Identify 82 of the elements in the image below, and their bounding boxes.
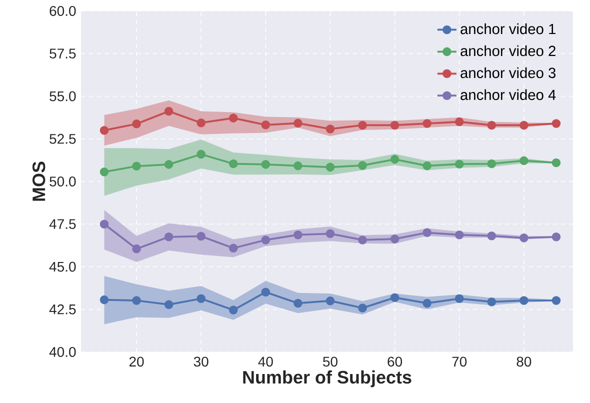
point: [358, 120, 367, 130]
point: [520, 296, 528, 305]
point: [228, 114, 238, 122]
point: [390, 154, 400, 164]
point: [196, 118, 206, 128]
point: [390, 293, 400, 302]
point: [326, 229, 335, 238]
point: [261, 120, 270, 130]
point: [422, 119, 432, 128]
y-tick-label: 40.0: [49, 347, 76, 357]
point: [228, 159, 238, 168]
y-tick-label: 42.5: [49, 304, 76, 314]
y-tick-label: 60.0: [50, 6, 76, 16]
x-tick-label: 30: [194, 356, 208, 367]
point: [552, 232, 561, 242]
point: [196, 232, 206, 241]
point: [422, 298, 432, 308]
point: [454, 117, 464, 126]
point: [422, 161, 432, 170]
x-tick-label: 50: [323, 356, 338, 367]
y-tick-label: 50.0: [50, 176, 76, 186]
point: [196, 294, 206, 304]
point: [454, 294, 464, 304]
point: [520, 120, 528, 130]
point: [390, 234, 400, 244]
point: [100, 126, 109, 135]
point: [358, 236, 367, 244]
y-tick-label: 57.5: [50, 48, 76, 59]
y-axis-title: MOS: [32, 162, 46, 201]
point: [261, 288, 270, 297]
y-tick-label: 45.0: [49, 262, 76, 272]
y-tick-label: 47.5: [49, 219, 76, 230]
point: [552, 296, 561, 305]
point: [552, 119, 561, 128]
point: [294, 230, 302, 240]
legend-label: anchor video 1: [460, 23, 556, 34]
point: [261, 236, 270, 244]
legend-label: anchor video 4: [460, 89, 556, 100]
point: [228, 306, 238, 314]
point: [326, 296, 335, 306]
x-tick-label: 60: [388, 356, 402, 367]
point: [196, 150, 206, 159]
legend-label: anchor video 2: [460, 45, 556, 56]
y-tick-label: 52.5: [50, 134, 76, 144]
point: [326, 124, 335, 134]
point: [164, 300, 174, 309]
x-axis-title: Number of Subjects: [243, 370, 412, 388]
point: [294, 118, 302, 128]
point: [132, 119, 141, 128]
point: [100, 295, 109, 304]
point: [164, 106, 174, 116]
y-tick-label: 55.0: [50, 91, 76, 102]
point: [294, 161, 302, 170]
point: [552, 158, 561, 168]
x-tick-label: 40: [258, 356, 273, 367]
point: [487, 159, 496, 168]
point: [422, 228, 432, 238]
point: [100, 168, 109, 176]
point: [326, 162, 335, 172]
point: [132, 162, 141, 171]
legend-label: anchor video 3: [460, 67, 556, 78]
point: [164, 160, 174, 169]
x-tick-label: 70: [452, 356, 467, 367]
point: [100, 220, 109, 229]
x-tick-label: 80: [516, 356, 532, 367]
x-tick-label: 20: [129, 356, 144, 367]
point: [294, 298, 302, 308]
point: [487, 297, 496, 306]
point: [261, 160, 270, 169]
point: [487, 120, 496, 130]
point: [487, 231, 496, 240]
point: [164, 232, 174, 242]
point: [390, 120, 400, 130]
point: [454, 160, 464, 169]
point: [454, 230, 464, 240]
point: [132, 244, 141, 254]
point: [520, 234, 528, 242]
point: [132, 296, 141, 305]
point: [228, 244, 238, 253]
point: [358, 161, 367, 170]
point: [520, 156, 528, 166]
point: [358, 304, 367, 312]
